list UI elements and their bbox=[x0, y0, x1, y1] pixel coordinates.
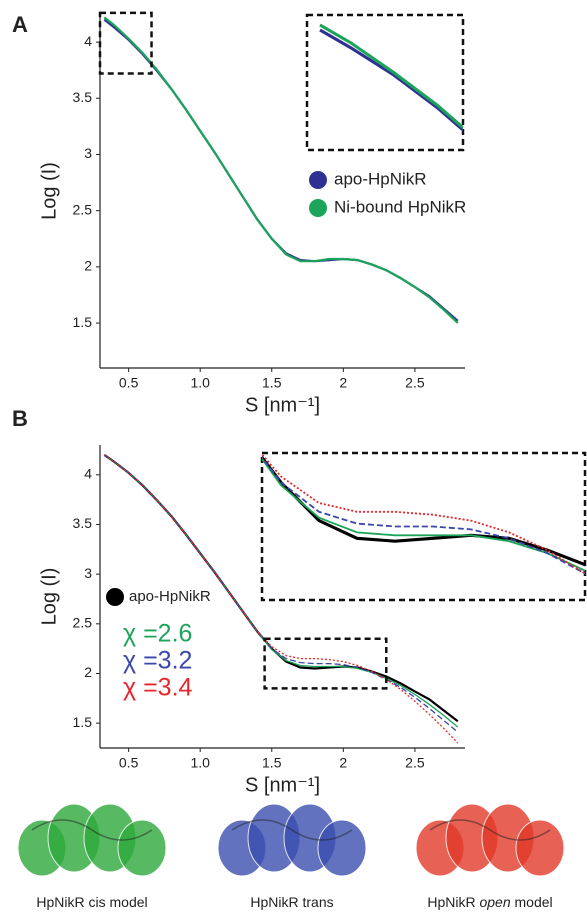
legend-label: χ =3.2 bbox=[123, 647, 192, 675]
zoom-box bbox=[263, 637, 388, 690]
y-tick-label: 2.5 bbox=[73, 615, 93, 631]
legend-marker bbox=[309, 171, 327, 189]
y-tick-label: 4 bbox=[84, 33, 92, 49]
series-line bbox=[262, 457, 585, 572]
panel-label: A bbox=[12, 12, 28, 37]
y-tick-label: 3.5 bbox=[73, 89, 93, 105]
y-tick-label: 1.5 bbox=[73, 714, 93, 730]
model-blob bbox=[117, 819, 167, 877]
model-detail bbox=[31, 819, 153, 841]
x-tick-label: 1.0 bbox=[190, 375, 210, 391]
legend-marker bbox=[309, 199, 327, 217]
series-line bbox=[103, 16, 459, 324]
y-tick-label: 3 bbox=[84, 565, 92, 581]
y-tick-label: 1.5 bbox=[73, 314, 93, 330]
x-tick-label: 0.5 bbox=[119, 375, 139, 391]
y-tick-label: 3.5 bbox=[73, 515, 93, 531]
legend-label: apo-HpNikR bbox=[129, 588, 211, 605]
plot-lines bbox=[103, 453, 459, 744]
x-tick-label: 2 bbox=[339, 375, 347, 391]
caption-part: open bbox=[479, 894, 510, 910]
plot-lines bbox=[262, 453, 585, 575]
x-axis-title: S [nm⁻¹] bbox=[245, 774, 320, 796]
legend-label: Ni-bound HpNikR bbox=[334, 197, 466, 216]
model-blob bbox=[317, 819, 367, 877]
y-tick-label: 3 bbox=[84, 145, 92, 161]
y-axis-title: Log (I) bbox=[38, 162, 60, 220]
zoom-box bbox=[98, 11, 153, 75]
caption-part: model bbox=[511, 894, 553, 910]
caption-part: HpNikR bbox=[427, 894, 479, 910]
legend-label: χ =3.4 bbox=[123, 674, 193, 702]
series-line bbox=[262, 453, 585, 575]
panel-label: B bbox=[12, 406, 28, 431]
y-tick-label: 2 bbox=[84, 664, 92, 680]
x-tick-label: 2.5 bbox=[405, 375, 425, 391]
plot-lines bbox=[103, 16, 459, 324]
legend-label: apo-HpNikR bbox=[334, 169, 427, 188]
y-tick-label: 2 bbox=[84, 258, 92, 274]
legend-label: χ =2.6 bbox=[123, 620, 192, 648]
legend-marker bbox=[106, 588, 124, 606]
caption-part: HpNikR cis model bbox=[36, 894, 147, 910]
x-tick-label: 1.0 bbox=[190, 755, 210, 771]
caption-part: HpNikR trans bbox=[250, 894, 333, 910]
model-detail bbox=[231, 819, 353, 841]
y-axis-title: Log (I) bbox=[38, 568, 60, 626]
model-caption: HpNikR cis model bbox=[36, 894, 147, 910]
x-tick-label: 2 bbox=[339, 755, 347, 771]
x-tick-label: 1.5 bbox=[262, 375, 282, 391]
models: HpNikR cis model HpNikR trans HpNikR open … bbox=[17, 803, 565, 910]
model-caption: HpNikR open model bbox=[427, 894, 552, 910]
x-axis-title: S [nm⁻¹] bbox=[245, 394, 320, 416]
x-tick-label: 0.5 bbox=[119, 755, 139, 771]
model-detail bbox=[429, 819, 551, 841]
y-tick-label: 2.5 bbox=[73, 201, 93, 217]
x-tick-label: 2.5 bbox=[405, 755, 425, 771]
model-caption: HpNikR trans bbox=[250, 894, 333, 910]
x-tick-label: 1.5 bbox=[262, 755, 282, 771]
model-blob bbox=[515, 819, 565, 877]
y-tick-label: 4 bbox=[84, 466, 92, 482]
series-line bbox=[103, 454, 459, 744]
